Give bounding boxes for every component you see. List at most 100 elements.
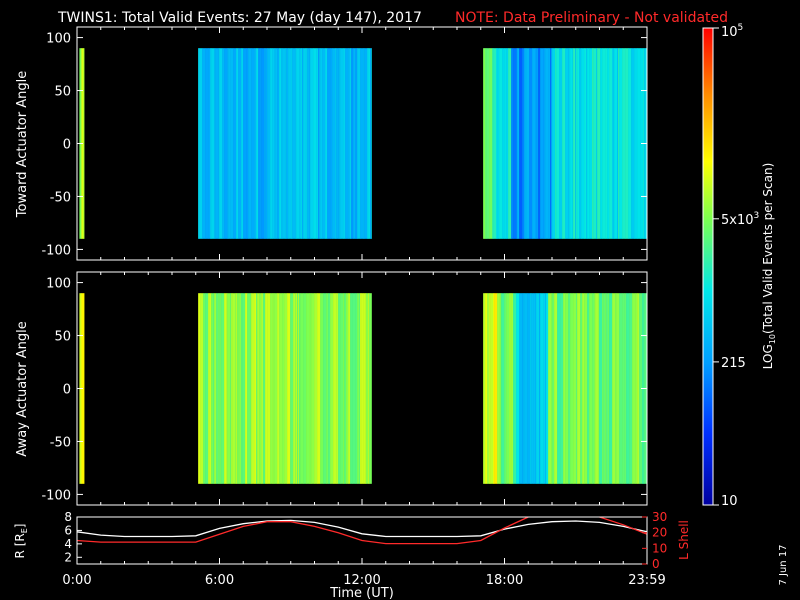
away-column xyxy=(582,293,585,484)
away-column xyxy=(299,293,301,484)
toward-column xyxy=(572,48,574,239)
lshell-series-line-1 xyxy=(76,516,529,545)
away-column xyxy=(531,293,534,484)
away-column xyxy=(540,293,544,484)
away-column xyxy=(235,293,237,484)
away-column xyxy=(242,293,246,484)
away-column xyxy=(257,293,260,484)
toward-column xyxy=(356,48,358,239)
away-column xyxy=(500,293,502,484)
toward-column xyxy=(602,48,606,239)
orbit-xtick-label: 6:00 xyxy=(205,573,234,588)
away-column xyxy=(594,293,596,484)
away-column xyxy=(554,293,558,484)
toward-column xyxy=(559,48,563,239)
toward-column xyxy=(552,48,556,239)
toward-column xyxy=(484,48,486,239)
away-column xyxy=(310,293,312,484)
away-panel: 100 50 0 -50 -100 Away Actuator Angle xyxy=(15,271,648,506)
away-column xyxy=(352,293,356,484)
toward-column xyxy=(264,48,266,239)
toward-column xyxy=(607,48,610,239)
away-column xyxy=(303,293,307,484)
away-column xyxy=(320,293,324,484)
away-column xyxy=(198,293,201,484)
orbit-xtick-label: 0:00 xyxy=(62,573,91,588)
toward-column xyxy=(497,48,500,239)
away-column xyxy=(499,293,501,484)
away-column xyxy=(626,293,630,484)
orbit-xtick-label: 12:00 xyxy=(343,573,380,588)
away-column xyxy=(317,293,321,484)
away-column xyxy=(494,293,498,484)
away-column xyxy=(546,293,549,484)
toward-column xyxy=(313,48,317,239)
away-column xyxy=(227,293,231,484)
away-column xyxy=(363,293,366,484)
away-column xyxy=(622,293,625,484)
toward-column xyxy=(327,48,331,239)
toward-column xyxy=(322,48,326,239)
away-column xyxy=(506,293,510,484)
toward-column xyxy=(363,48,365,239)
toward-column xyxy=(306,48,308,239)
toward-column xyxy=(339,48,341,239)
toward-column xyxy=(205,48,209,239)
away-ytick-label: -50 xyxy=(50,435,71,450)
plot-title: TWINS1: Total Valid Events: 27 May (day … xyxy=(57,10,422,26)
toward-column xyxy=(295,48,297,239)
toward-column xyxy=(248,48,252,239)
toward-column xyxy=(277,48,280,239)
away-column xyxy=(501,293,505,484)
toward-column xyxy=(551,48,553,239)
toward-column xyxy=(340,48,344,239)
away-column xyxy=(587,293,590,484)
toward-column xyxy=(351,48,354,239)
away-column xyxy=(282,293,285,484)
away-column xyxy=(357,293,360,484)
toward-column xyxy=(348,48,351,239)
toward-column xyxy=(285,48,287,239)
toward-column xyxy=(227,48,229,239)
toward-column xyxy=(251,48,255,239)
colorbar-tick-label: 5x103 xyxy=(721,211,759,228)
toward-column xyxy=(305,48,307,239)
orbit-xtick-label: 18:00 xyxy=(486,573,523,588)
toward-column xyxy=(275,48,278,239)
toward-column xyxy=(214,48,216,239)
away-column xyxy=(237,293,239,484)
away-column xyxy=(200,293,204,484)
toward-column xyxy=(260,48,262,239)
toward-column xyxy=(336,48,339,239)
orbit-y2tick-label: 20 xyxy=(652,526,667,540)
away-column xyxy=(279,293,283,484)
colorbar-ticks: 105 5x103 215 10 xyxy=(713,23,759,509)
away-column xyxy=(219,293,221,484)
toward-column xyxy=(222,48,225,239)
toward-column xyxy=(600,48,603,239)
toward-column xyxy=(538,48,541,239)
toward-column xyxy=(364,48,368,239)
toward-column xyxy=(556,48,560,239)
toward-ytick-label: 0 xyxy=(63,138,71,153)
away-column xyxy=(333,293,337,484)
away-column xyxy=(270,293,273,484)
orbit-y2tick-label: 30 xyxy=(652,510,667,524)
toward-ytick-label: 50 xyxy=(54,85,71,100)
toward-column xyxy=(261,48,265,239)
away-column xyxy=(245,293,248,484)
away-column xyxy=(616,293,620,484)
away-column xyxy=(293,293,296,484)
away-column xyxy=(509,293,511,484)
orbit-ytick-label: 8 xyxy=(64,510,72,524)
toward-column xyxy=(532,48,536,239)
away-column xyxy=(267,293,271,484)
away-column xyxy=(336,293,339,484)
colorbar-tick-label: 10 xyxy=(721,494,738,509)
away-column xyxy=(535,293,537,484)
toward-column xyxy=(218,48,220,239)
away-column xyxy=(524,293,528,484)
toward-column xyxy=(570,48,573,239)
toward-column xyxy=(371,48,372,239)
